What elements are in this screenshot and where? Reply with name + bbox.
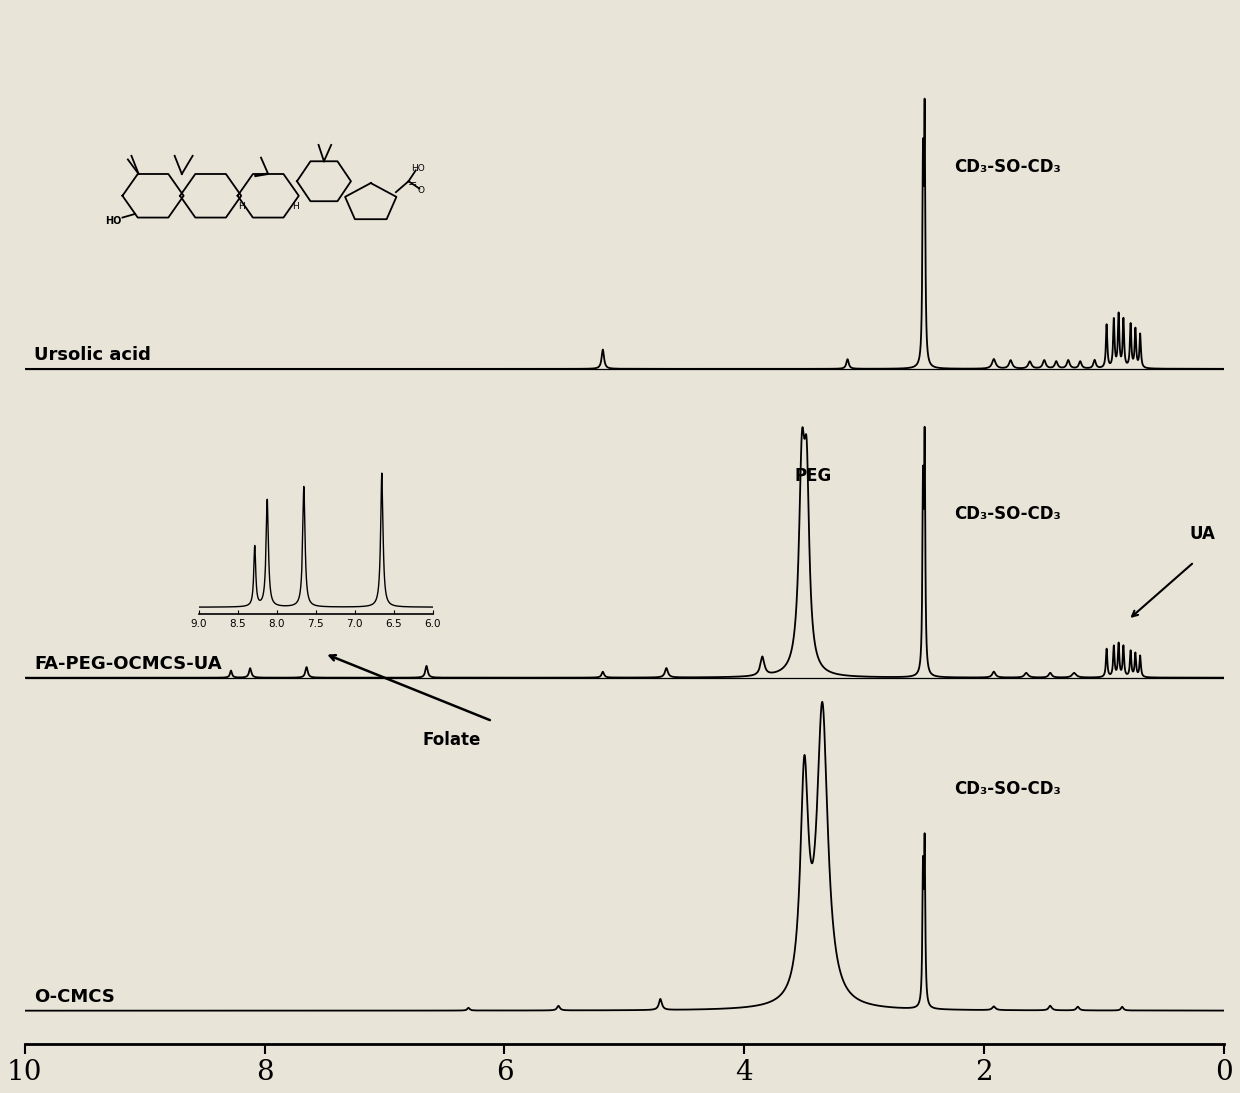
Text: CD₃-SO-CD₃: CD₃-SO-CD₃ [955,157,1061,176]
Text: CD₃-SO-CD₃: CD₃-SO-CD₃ [955,505,1061,524]
Text: Folate: Folate [422,731,480,750]
Text: CD₃-SO-CD₃: CD₃-SO-CD₃ [955,780,1061,798]
Text: UA: UA [1189,525,1215,542]
Text: O-CMCS: O-CMCS [35,988,115,1006]
Text: PEG: PEG [795,467,832,484]
Text: Ursolic acid: Ursolic acid [35,346,151,364]
Text: FA-PEG-OCMCS-UA: FA-PEG-OCMCS-UA [35,655,222,673]
